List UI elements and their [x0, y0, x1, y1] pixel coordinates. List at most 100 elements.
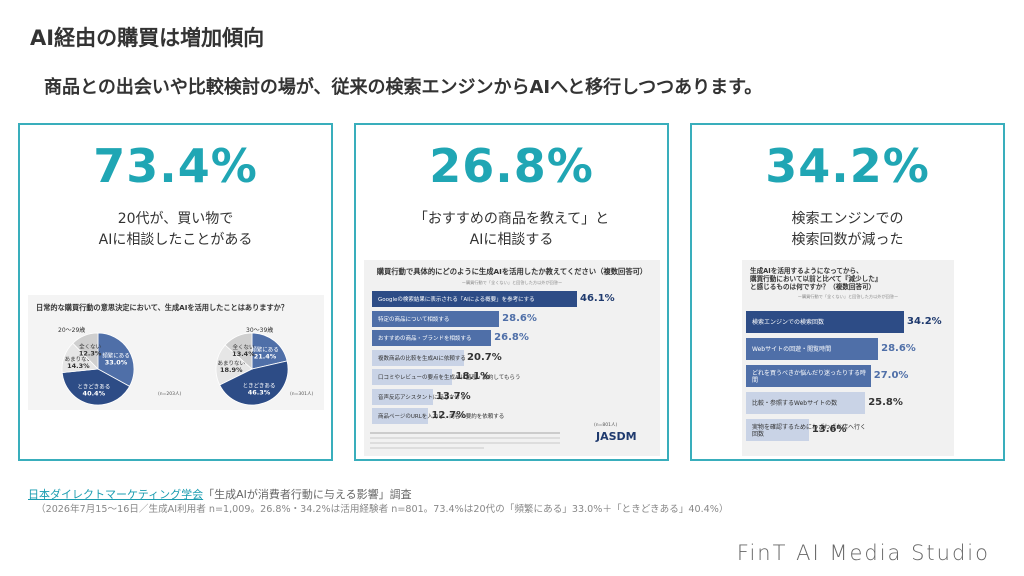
- pie-slice-value: 21.4%: [254, 353, 277, 361]
- bar-row: Googleの検索結果に表示される「AIによる概要」を参考にする 46.1%: [372, 290, 652, 309]
- pie-group-label: 20〜29歳: [58, 327, 86, 334]
- pie-slice-value: 12.3%: [79, 350, 102, 358]
- stat-caption: 「おすすめの商品を教えて」と AIに相談する: [356, 209, 667, 251]
- pie-slice: [219, 360, 289, 406]
- bar-value: 12.7%: [431, 410, 467, 421]
- bar-label: おすすめの商品・ブランドを相談する: [378, 336, 472, 343]
- bar-row: どれを買うべきか悩んだり迷ったりする時間 27.0%: [746, 364, 952, 389]
- bar-row: 音声反応アシスタントに話しかける 13.7%: [372, 388, 652, 407]
- survey-figure-pie: 日常的な購買行動の意思決定において、生成AIを活用したことはありますか？ 20〜…: [28, 295, 324, 410]
- sample-size: (n=801人): [594, 423, 618, 428]
- bar: [746, 365, 871, 387]
- bar: [372, 349, 465, 366]
- stat-value: 26.8%: [429, 139, 594, 193]
- bar: [372, 388, 433, 405]
- pie-slice-label: 全くない: [79, 343, 102, 351]
- bar-row: 口コミやレビューの要点を生成AIに整理・要約してもらう 18.1%: [372, 368, 652, 387]
- figure-title-line: 購買行動において以前と比べて『減少した』: [750, 275, 882, 283]
- bar-value: 34.2%: [907, 316, 942, 327]
- bar-value: 28.6%: [502, 312, 537, 324]
- pie-slice-value: 33.0%: [105, 358, 128, 366]
- bar-value: 28.6%: [881, 343, 916, 354]
- bar: [746, 419, 809, 441]
- bar: [372, 369, 453, 385]
- bar: [372, 408, 429, 424]
- jasdm-logo: JASDM: [596, 430, 637, 443]
- bar-row: 複数商品の比較を生成AIに依頼する 20.7%: [372, 349, 652, 368]
- stat-caption: 20代が、買い物で AIに相談したことがある: [20, 209, 331, 251]
- bar-row: 比較・参照するWebサイトの数 25.8%: [746, 391, 952, 416]
- caption-line-1: 検索エンジンでの: [791, 211, 904, 227]
- figure-note: ー購買行動で「全くない」と回答した方以外が回答ー: [461, 280, 563, 285]
- bar-row: 実物を確認するためにわざわざお店へ行く回数 13.6%: [746, 418, 952, 443]
- sample-size: (n=203人): [158, 392, 182, 397]
- bar-chart: Googleの検索結果に表示される「AIによる概要」を参考にする 46.1% 特定の…: [372, 290, 652, 427]
- page-subtitle: 商品との出会いや比較検討の場が、従来の検索エンジンからAIへと移行しつつあります…: [44, 77, 763, 98]
- bar: [746, 338, 879, 360]
- survey-figure-bars: 購買行動で具体的にどのように生成AIを活用したか教えてください（複数回答可） ー…: [364, 260, 660, 456]
- survey-details-block: [370, 432, 560, 449]
- pie-slice-label: 頻繁にある: [251, 346, 279, 354]
- pie-slice-label: ときどきある: [243, 382, 276, 390]
- bar-value: 18.1%: [455, 371, 491, 382]
- bar-label: 商品ページのURLを入力し、内容の要約を依頼する: [378, 414, 505, 421]
- bar-label: 口コミやレビューの要点を生成AIに整理・要約してもらう: [378, 375, 521, 382]
- caption-line-2: AIに相談する: [469, 232, 554, 248]
- pie-slice: [61, 368, 131, 406]
- pie-slice-label: ときどきある: [77, 382, 110, 390]
- pie-slice-label: あまりない: [218, 360, 246, 367]
- caption-line-2: AIに相談したことがある: [98, 232, 253, 248]
- figure-title-line: と感じるものは何ですか？（複数回答可）: [750, 283, 876, 291]
- pie-slice: [215, 344, 253, 386]
- bar-value: 20.7%: [467, 351, 502, 363]
- stat-value: 73.4%: [93, 139, 258, 193]
- figure-title: 日常的な購買行動の意思決定において、生成AIを活用したことはありますか？: [36, 303, 289, 312]
- pie-slice-label: 頻繁にある: [102, 351, 130, 359]
- brand-logo: FinT AI Media Studio: [736, 541, 990, 565]
- pie-group-label: 30〜39歳: [246, 327, 274, 334]
- bar-value: 27.0%: [873, 370, 909, 381]
- bar-label: 複数商品の比較を生成AIに依頼する: [378, 355, 466, 362]
- bar-label: 実物を確認するためにわざわざお店へ行く回数: [752, 423, 867, 438]
- bar-label: どれを買うべきか悩んだり迷ったりする時間: [752, 369, 867, 384]
- bar-label: Webサイトの回遊・閲覧時間: [752, 346, 832, 353]
- bar-row: 商品ページのURLを入力し、内容の要約を依頼する 12.7%: [372, 407, 652, 426]
- bar-label: 音声反応アシスタントに話しかける: [378, 394, 466, 401]
- figure-title-line: 生成AIを活用するようになってから、: [750, 267, 863, 275]
- caption-line-1: 20代が、買い物で: [117, 211, 234, 227]
- bar-row: おすすめの商品・ブランドを相談する 26.8%: [372, 329, 652, 348]
- pie-slice-value: 46.3%: [248, 389, 271, 397]
- pie-slice: [251, 332, 288, 370]
- source-link[interactable]: 日本ダイレクトマーケティング学会: [28, 488, 204, 501]
- caption-line-2: 検索回数が減った: [791, 232, 904, 248]
- caption-line-1: 「おすすめの商品を教えて」と: [413, 211, 610, 227]
- pie-slice-value: 40.4%: [83, 389, 106, 397]
- figure-note: ー購買行動で「全くない」と回答した方以外が回答ー: [797, 294, 899, 299]
- survey-note: （2026年7月15〜16日／生成AI利用者 n=1,009。26.8%・34.…: [36, 504, 729, 515]
- bar-row: 特定の商品について相談する 28.6%: [372, 310, 652, 329]
- stat-card-1: 73.4% 20代が、買い物で AIに相談したことがある 日常的な購買行動の意思…: [18, 123, 333, 461]
- pie-slice: [72, 332, 99, 370]
- survey-figure-bars: 生成AIを活用するようになってから、 購買行動において以前と比べて『減少した』 …: [742, 260, 954, 456]
- stat-card-2: 26.8% 「おすすめの商品を教えて」と AIに相談する 購買行動で具体的にどの…: [354, 123, 669, 461]
- bar: [372, 310, 500, 327]
- page-title: AI経由の購買は増加傾向: [30, 26, 265, 50]
- bar-value: 13.7%: [435, 390, 471, 402]
- pie-slice-value: 18.9%: [220, 366, 243, 374]
- pie-slice-value: 13.4%: [232, 350, 255, 358]
- bar-value: 46.1%: [580, 293, 615, 304]
- stat-caption: 検索エンジンでの 検索回数が減った: [692, 209, 1003, 251]
- figure-title: 購買行動で具体的にどのように生成AIを活用したか教えてください（複数回答可）: [376, 267, 648, 276]
- source-citation: 日本ダイレクトマーケティング学会「生成AIが消費者行動に与える影響」調査: [28, 486, 412, 502]
- bar-label: 検索エンジンでの検索回数: [752, 319, 825, 326]
- bar: [746, 392, 866, 414]
- bar-label: 特定の商品について相談する: [378, 316, 450, 323]
- bar-row: 検索エンジンでの検索回数 34.2%: [746, 310, 952, 335]
- bar-label: 比較・参照するWebサイトの数: [752, 400, 838, 407]
- source-title: 「生成AIが消費者行動に与える影響」調査: [203, 488, 412, 501]
- bar: [746, 311, 904, 333]
- stat-value: 34.2%: [765, 139, 930, 193]
- pie-slice-value: 14.3%: [67, 362, 90, 370]
